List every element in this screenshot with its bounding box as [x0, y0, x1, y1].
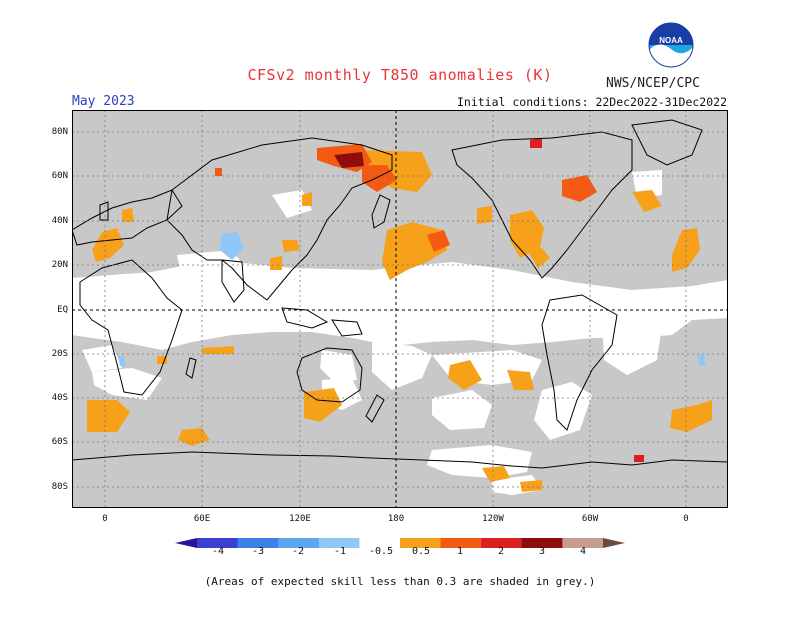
anomaly-negative-areas — [118, 232, 706, 366]
colorbar-swatch — [237, 538, 279, 548]
lat-label: 60S — [51, 437, 68, 447]
colorbar-label: 2 — [497, 546, 505, 557]
anomaly-2-4-areas — [334, 138, 644, 462]
lon-label: 0 — [683, 514, 689, 524]
equator-dateline — [72, 110, 728, 508]
colorbar-label: -2 — [291, 546, 305, 557]
colorbar-label: -1 — [333, 546, 347, 557]
lat-label: 80S — [51, 482, 68, 492]
colorbar-label: -4 — [211, 546, 225, 557]
colorbar-swatch — [278, 538, 320, 548]
colorbar-swatches — [175, 538, 625, 548]
lon-label: 60E — [193, 514, 211, 524]
lat-label: 40S — [51, 393, 68, 403]
lat-label: 60N — [51, 171, 68, 181]
org-label: NWS/NCEP/CPC — [606, 76, 700, 91]
lon-label: 120E — [289, 514, 311, 524]
colorbar-swatch — [359, 538, 401, 548]
colorbar-swatch — [400, 538, 442, 548]
lat-label: 20S — [51, 349, 68, 359]
lat-label: 40N — [51, 216, 68, 226]
colorbar-swatch — [481, 538, 523, 548]
lat-label: EQ — [57, 305, 68, 315]
map-title: CFSv2 monthly T850 anomalies (K) — [247, 66, 553, 84]
colorbar-swatch — [440, 538, 482, 548]
colorbar-label: 1 — [456, 546, 464, 557]
logo-text: NOAA — [659, 36, 683, 45]
map-frame — [72, 110, 728, 508]
colorbar-swatch — [562, 538, 604, 548]
colorbar-end-low — [175, 538, 197, 548]
colorbar — [175, 538, 625, 548]
colorbar-label: -0.5 — [368, 546, 394, 557]
anomaly-map — [72, 110, 728, 508]
valid-month: May 2023 — [72, 94, 135, 109]
lat-label: 80N — [51, 127, 68, 137]
colorbar-swatch — [197, 538, 239, 548]
colorbar-label: 0.5 — [411, 546, 431, 557]
skill-footnote: (Areas of expected skill less than 0.3 a… — [204, 575, 596, 588]
lon-label: 120W — [482, 514, 504, 524]
lon-label: 180 — [387, 514, 405, 524]
noaa-logo: NOAA — [648, 22, 694, 68]
colorbar-swatch — [318, 538, 360, 548]
lon-label: 60W — [581, 514, 599, 524]
colorbar-swatch — [521, 538, 563, 548]
lat-label: 20N — [51, 260, 68, 270]
colorbar-label: 4 — [579, 546, 587, 557]
colorbar-end-high — [603, 538, 625, 548]
initial-conditions: Initial conditions: 22Dec2022-31Dec2022 — [456, 95, 727, 109]
colorbar-label: 3 — [538, 546, 546, 557]
lon-label: 0 — [102, 514, 108, 524]
colorbar-label: -3 — [251, 546, 265, 557]
grid-lines — [72, 110, 728, 508]
